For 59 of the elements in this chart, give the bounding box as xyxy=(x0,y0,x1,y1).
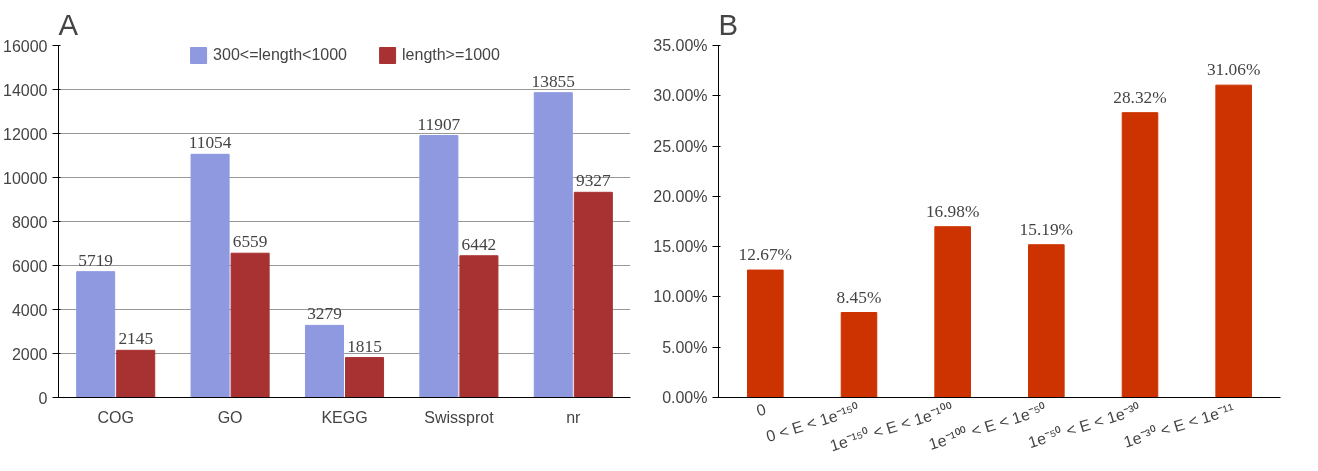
data-label: 13855 xyxy=(531,71,575,91)
y-tick-label: 16000 xyxy=(3,37,48,55)
bar xyxy=(116,349,156,398)
y-tick-label: 15.00% xyxy=(653,238,708,256)
bar xyxy=(573,191,613,398)
data-label: 2145 xyxy=(118,329,154,349)
data-label: 11054 xyxy=(188,133,232,153)
data-label: 16.98% xyxy=(925,201,980,221)
bar xyxy=(747,269,784,398)
x-tick-label: GO xyxy=(217,408,243,426)
x-tick-label: COG xyxy=(97,408,134,426)
bar xyxy=(345,357,385,398)
data-label: 6442 xyxy=(461,234,497,254)
bar xyxy=(459,255,499,398)
data-label: 11907 xyxy=(417,114,461,134)
y-tick-label: 25.00% xyxy=(653,137,708,155)
data-label: 9327 xyxy=(575,171,611,191)
bar xyxy=(1215,84,1252,398)
y-tick-label: 10.00% xyxy=(653,288,708,306)
data-label: 12.67% xyxy=(738,245,793,265)
y-tick-label: 0 xyxy=(38,389,48,407)
data-label: 28.32% xyxy=(1113,87,1167,107)
data-label: 31.06% xyxy=(1206,60,1261,80)
data-label: 15.19% xyxy=(1019,219,1074,239)
bar xyxy=(840,312,878,398)
data-label: 1815 xyxy=(347,336,382,356)
legend-label: length>=1000 xyxy=(402,46,500,64)
y-tick-label: 4000 xyxy=(11,301,48,319)
bar xyxy=(533,92,573,398)
bar xyxy=(934,226,971,398)
legend-label: 300<=length<1000 xyxy=(213,46,348,64)
bar xyxy=(304,324,344,398)
chart-title: B xyxy=(718,7,739,41)
data-label: 8.45% xyxy=(836,287,882,307)
y-tick-label: 5.00% xyxy=(662,338,708,356)
data-label: 3279 xyxy=(307,304,342,324)
bar xyxy=(1121,112,1159,398)
chart-title: A xyxy=(58,7,79,41)
x-tick-label: KEGG xyxy=(321,408,368,426)
y-tick-label: 12000 xyxy=(3,125,48,143)
bar xyxy=(76,271,116,398)
y-tick-label: 14000 xyxy=(3,81,48,99)
bar xyxy=(230,252,270,398)
bar xyxy=(190,153,230,398)
y-tick-label: 6000 xyxy=(11,257,48,275)
x-tick-label: 0 xyxy=(754,400,768,420)
x-tick-label: nr xyxy=(566,408,582,426)
data-label: 5719 xyxy=(78,250,114,270)
y-tick-label: 8000 xyxy=(11,213,48,231)
y-tick-label: 30.00% xyxy=(653,87,708,105)
y-tick-label: 20.00% xyxy=(653,187,708,205)
y-tick-label: 10000 xyxy=(3,169,48,187)
data-label: 6559 xyxy=(232,232,268,252)
bar xyxy=(1028,244,1065,398)
y-tick-label: 0.00% xyxy=(662,389,708,406)
y-tick-label: 2000 xyxy=(11,345,48,363)
y-tick-label: 35.00% xyxy=(653,37,708,54)
x-tick-label: Swissprot xyxy=(424,408,495,426)
bar xyxy=(419,135,459,398)
